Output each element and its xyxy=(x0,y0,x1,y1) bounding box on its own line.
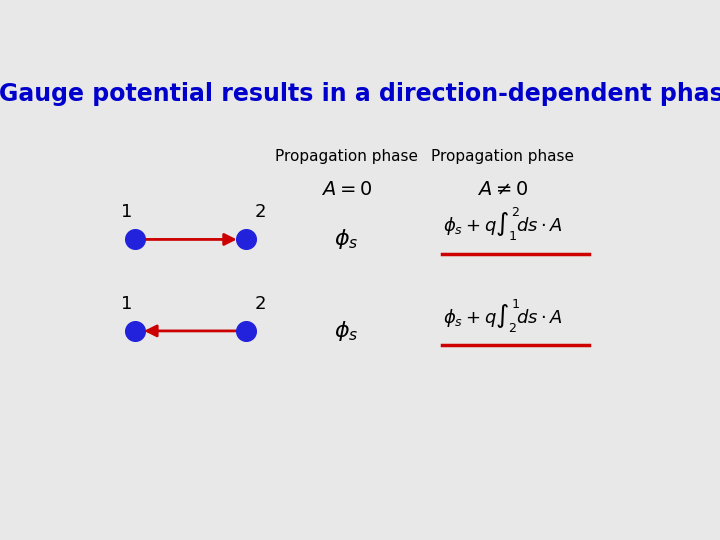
Text: Gauge potential results in a direction-dependent phase: Gauge potential results in a direction-d… xyxy=(0,82,720,106)
Text: $A=0$: $A=0$ xyxy=(321,180,372,199)
Point xyxy=(129,327,140,335)
Text: 2: 2 xyxy=(254,295,266,313)
Point xyxy=(129,235,140,244)
Text: 2: 2 xyxy=(254,204,266,221)
Text: 1: 1 xyxy=(120,204,132,221)
Text: $\phi_s$: $\phi_s$ xyxy=(335,319,359,343)
Text: $\phi_s$: $\phi_s$ xyxy=(335,227,359,252)
Text: $\phi_s+q\int_1^2\!ds\cdot A$: $\phi_s+q\int_1^2\!ds\cdot A$ xyxy=(443,206,563,244)
Text: $A\neq 0$: $A\neq 0$ xyxy=(477,180,528,199)
Text: 1: 1 xyxy=(120,295,132,313)
Text: Propagation phase: Propagation phase xyxy=(431,149,575,164)
Text: $\phi_s+q\int_2^1\!ds\cdot A$: $\phi_s+q\int_2^1\!ds\cdot A$ xyxy=(443,298,563,335)
Point xyxy=(240,235,252,244)
Text: Propagation phase: Propagation phase xyxy=(275,149,418,164)
Point xyxy=(240,327,252,335)
